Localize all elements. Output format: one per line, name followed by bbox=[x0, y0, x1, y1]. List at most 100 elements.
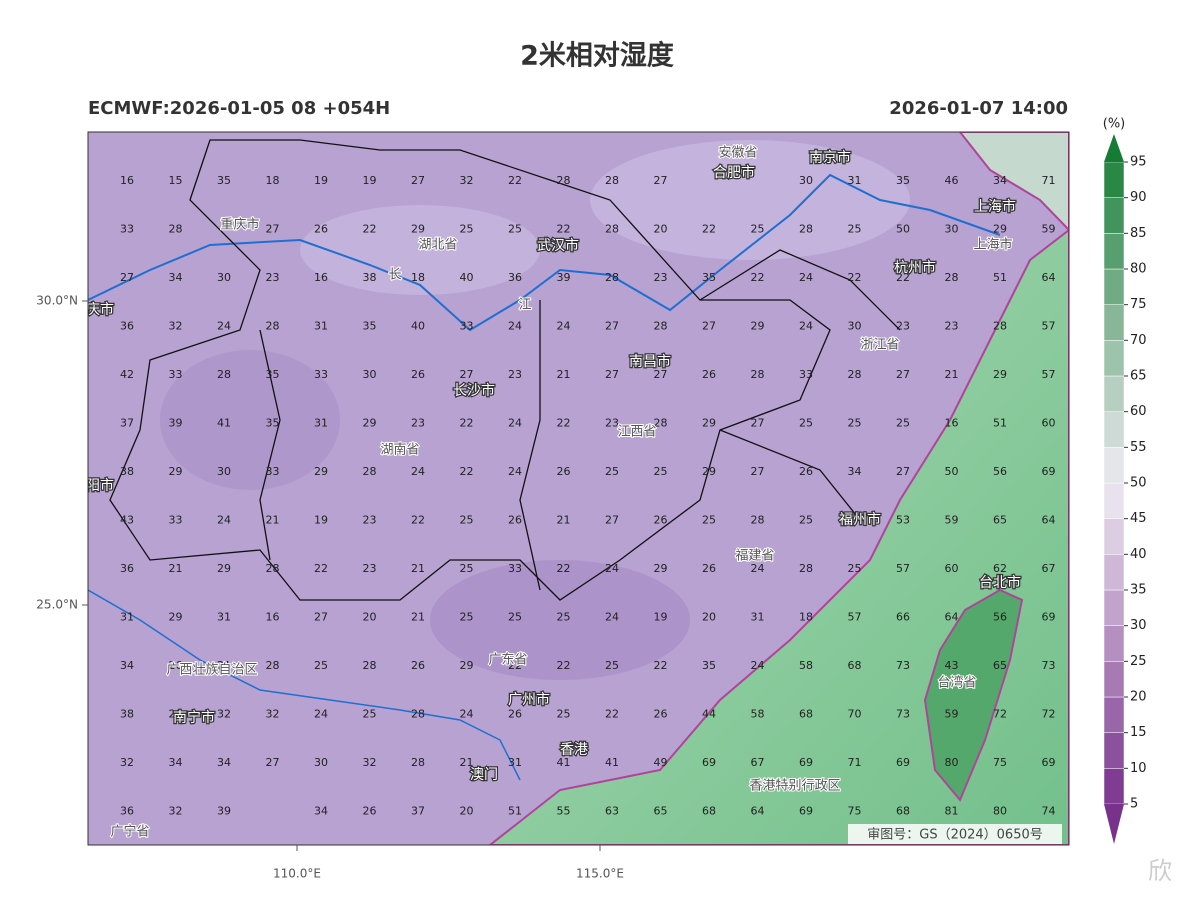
grid-value: 24 bbox=[411, 465, 425, 478]
grid-value: 35 bbox=[702, 271, 716, 284]
grid-value: 57 bbox=[896, 562, 910, 575]
grid-value: 27 bbox=[896, 368, 910, 381]
grid-value: 26 bbox=[702, 368, 716, 381]
grid-value: 30 bbox=[314, 756, 328, 769]
grid-value: 27 bbox=[460, 368, 474, 381]
grid-value: 28 bbox=[411, 708, 425, 721]
lat-label: 30.0°N bbox=[36, 294, 78, 308]
grid-value: 33 bbox=[460, 320, 474, 333]
grid-value: 71 bbox=[1042, 174, 1056, 187]
grid-value: 21 bbox=[169, 562, 183, 575]
shade bbox=[430, 560, 690, 680]
grid-value: 27 bbox=[605, 368, 619, 381]
colorbar-label: 80 bbox=[1130, 262, 1147, 277]
grid-value: 64 bbox=[945, 611, 959, 624]
region-label: 重庆市 bbox=[220, 217, 259, 233]
map: 16 15 35 18 19 19 27 32 22 28 28 27 30 31 35 46 34 71 33 28… bbox=[88, 132, 1069, 845]
grid-value: 69 bbox=[799, 756, 813, 769]
grid-value: 24 bbox=[557, 320, 571, 333]
city-label: 南京市 bbox=[809, 149, 851, 166]
grid-value: 37 bbox=[411, 805, 425, 818]
grid-value: 33 bbox=[169, 514, 183, 527]
grid-value: 28 bbox=[751, 514, 765, 527]
grid-value: 26 bbox=[702, 562, 716, 575]
approval: 审图号：GS（2024）0650号 bbox=[867, 828, 1043, 843]
grid-value: 22 bbox=[605, 708, 619, 721]
grid-value: 38 bbox=[363, 271, 377, 284]
model-run: ECMWF:2026-01-05 08 +054H bbox=[88, 98, 390, 119]
colorbar-label: 70 bbox=[1130, 333, 1147, 348]
grid-value: 25 bbox=[363, 708, 377, 721]
city-label: 台北市 bbox=[979, 574, 1021, 591]
grid-value: 28 bbox=[169, 223, 183, 236]
grid-value: 64 bbox=[751, 805, 765, 818]
grid-value: 69 bbox=[1042, 611, 1056, 624]
grid-value: 30 bbox=[217, 271, 231, 284]
grid-value: 36 bbox=[120, 805, 134, 818]
region-label: 湖南省 bbox=[380, 442, 419, 458]
grid-value: 38 bbox=[120, 465, 134, 478]
grid-value: 29 bbox=[993, 368, 1007, 381]
city-label: 杭州市 bbox=[894, 259, 936, 276]
grid-value: 69 bbox=[702, 756, 716, 769]
grid-value: 51 bbox=[508, 805, 522, 818]
grid-value: 58 bbox=[751, 708, 765, 721]
grid-value: 23 bbox=[363, 514, 377, 527]
sea-north bbox=[958, 132, 1069, 232]
grid-value: 66 bbox=[896, 611, 910, 624]
grid-value: 28 bbox=[266, 320, 280, 333]
grid-value: 34 bbox=[848, 465, 862, 478]
grid-value: 27 bbox=[896, 465, 910, 478]
colorbar-band bbox=[1103, 268, 1125, 305]
grid-value: 33 bbox=[169, 368, 183, 381]
grid-value: 28 bbox=[266, 659, 280, 672]
region-label: 广东省 bbox=[488, 653, 527, 668]
grid-value: 32 bbox=[169, 805, 183, 818]
region-label: 上海市 bbox=[973, 237, 1012, 253]
grid-value: 62 bbox=[993, 562, 1007, 575]
grid-value: 25 bbox=[896, 417, 910, 430]
grid-value: 24 bbox=[508, 465, 522, 478]
grid-value: 67 bbox=[1042, 562, 1056, 575]
region-label: 福建省 bbox=[735, 549, 774, 564]
grid-value: 25 bbox=[605, 659, 619, 672]
grid-value: 22 bbox=[363, 223, 377, 236]
grid-value: 22 bbox=[508, 659, 522, 672]
grid-value: 25 bbox=[557, 708, 571, 721]
grid-value: 23 bbox=[605, 417, 619, 430]
grid-value: 26 bbox=[508, 514, 522, 527]
city-label: 南昌市 bbox=[629, 353, 671, 370]
city-label: 武汉市 bbox=[537, 237, 579, 254]
grid-value: 21 bbox=[266, 514, 280, 527]
grid-value: 40 bbox=[411, 320, 425, 333]
grid-value: 18 bbox=[411, 271, 425, 284]
grid-value: 27 bbox=[654, 174, 668, 187]
grid-value: 19 bbox=[314, 174, 328, 187]
city-label: 南宁市 bbox=[173, 709, 215, 726]
grid-value: 72 bbox=[1042, 708, 1056, 721]
city-label: 澳门 bbox=[470, 767, 498, 783]
grid-value: 67 bbox=[751, 756, 765, 769]
grid-value: 28 bbox=[945, 271, 959, 284]
grid-value: 64 bbox=[1042, 271, 1056, 284]
colorbar-label: 5 bbox=[1130, 797, 1138, 812]
grid-value: 21 bbox=[217, 659, 231, 672]
grid-value: 65 bbox=[993, 659, 1007, 672]
colorbar-label: 50 bbox=[1130, 476, 1147, 491]
grid-value: 24 bbox=[217, 320, 231, 333]
grid-value: 40 bbox=[460, 271, 474, 284]
city-label: 香港 bbox=[560, 742, 588, 758]
grid-value: 27 bbox=[605, 514, 619, 527]
grid-value: 73 bbox=[896, 708, 910, 721]
grid-value: 24 bbox=[751, 562, 765, 575]
grid-value: 29 bbox=[411, 223, 425, 236]
colorbar-band bbox=[1103, 768, 1125, 805]
grid-value: 29 bbox=[363, 417, 377, 430]
region-label: 广西壮族自治区 bbox=[166, 662, 257, 678]
grid-value: 69 bbox=[896, 756, 910, 769]
grid-value: 21 bbox=[557, 514, 571, 527]
grid-value: 36 bbox=[120, 562, 134, 575]
grid-value: 28 bbox=[654, 320, 668, 333]
grid-value: 18 bbox=[266, 174, 280, 187]
colorbar-label: 65 bbox=[1130, 369, 1147, 384]
